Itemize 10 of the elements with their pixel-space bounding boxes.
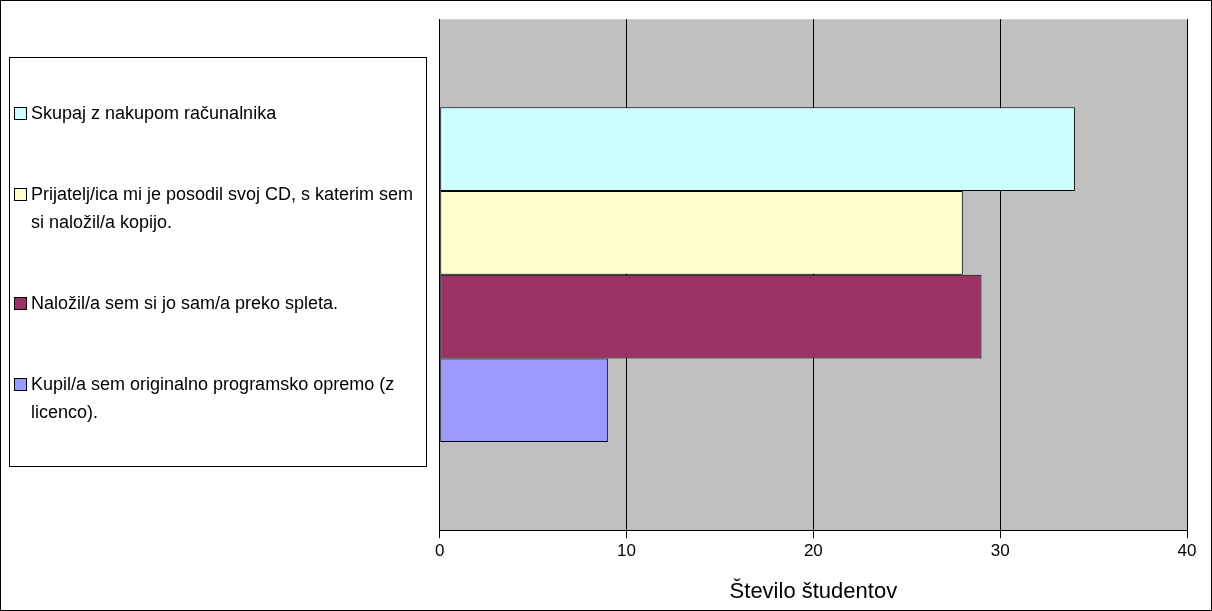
x-tick-label: 20 bbox=[803, 541, 823, 561]
legend-label: Skupaj z nakupom računalnika bbox=[31, 101, 277, 125]
x-tick-label: 30 bbox=[990, 541, 1010, 561]
x-axis-title: Število študentov bbox=[729, 577, 898, 603]
legend-label: Prijatelj/ica mi je posodil svoj CD, s katerim sem si naložil/a kopijo. bbox=[31, 182, 415, 234]
x-tick-label: 10 bbox=[617, 541, 637, 561]
x-tick-label: 0 bbox=[434, 541, 445, 561]
legend-label: Naložil/a sem si jo sam/a preko spleta. bbox=[31, 291, 339, 315]
legend-label: Kupil/a sem originalno programsko opremo (z licenco). bbox=[31, 372, 396, 424]
x-tick-label: 40 bbox=[1177, 541, 1197, 561]
